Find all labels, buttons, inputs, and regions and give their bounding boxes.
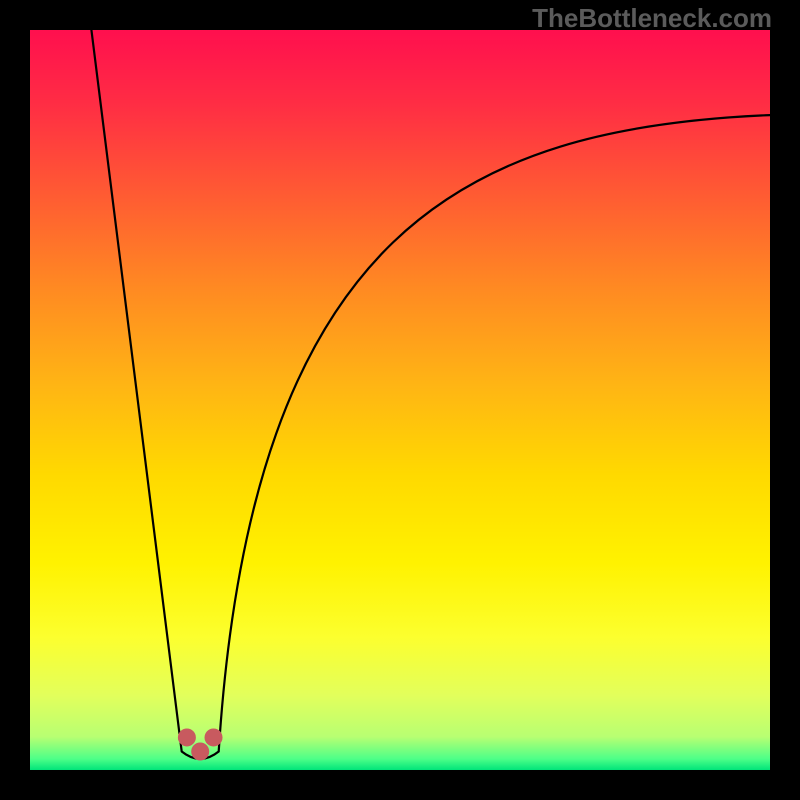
bottleneck-curve (91, 30, 770, 759)
dip-marker (191, 743, 209, 761)
dip-marker (205, 728, 223, 746)
chart-stage: TheBottleneck.com (0, 0, 800, 800)
watermark-text: TheBottleneck.com (532, 3, 772, 34)
dip-markers (178, 728, 223, 760)
plot-area (30, 30, 770, 770)
curve-layer (30, 30, 770, 770)
dip-marker (178, 728, 196, 746)
